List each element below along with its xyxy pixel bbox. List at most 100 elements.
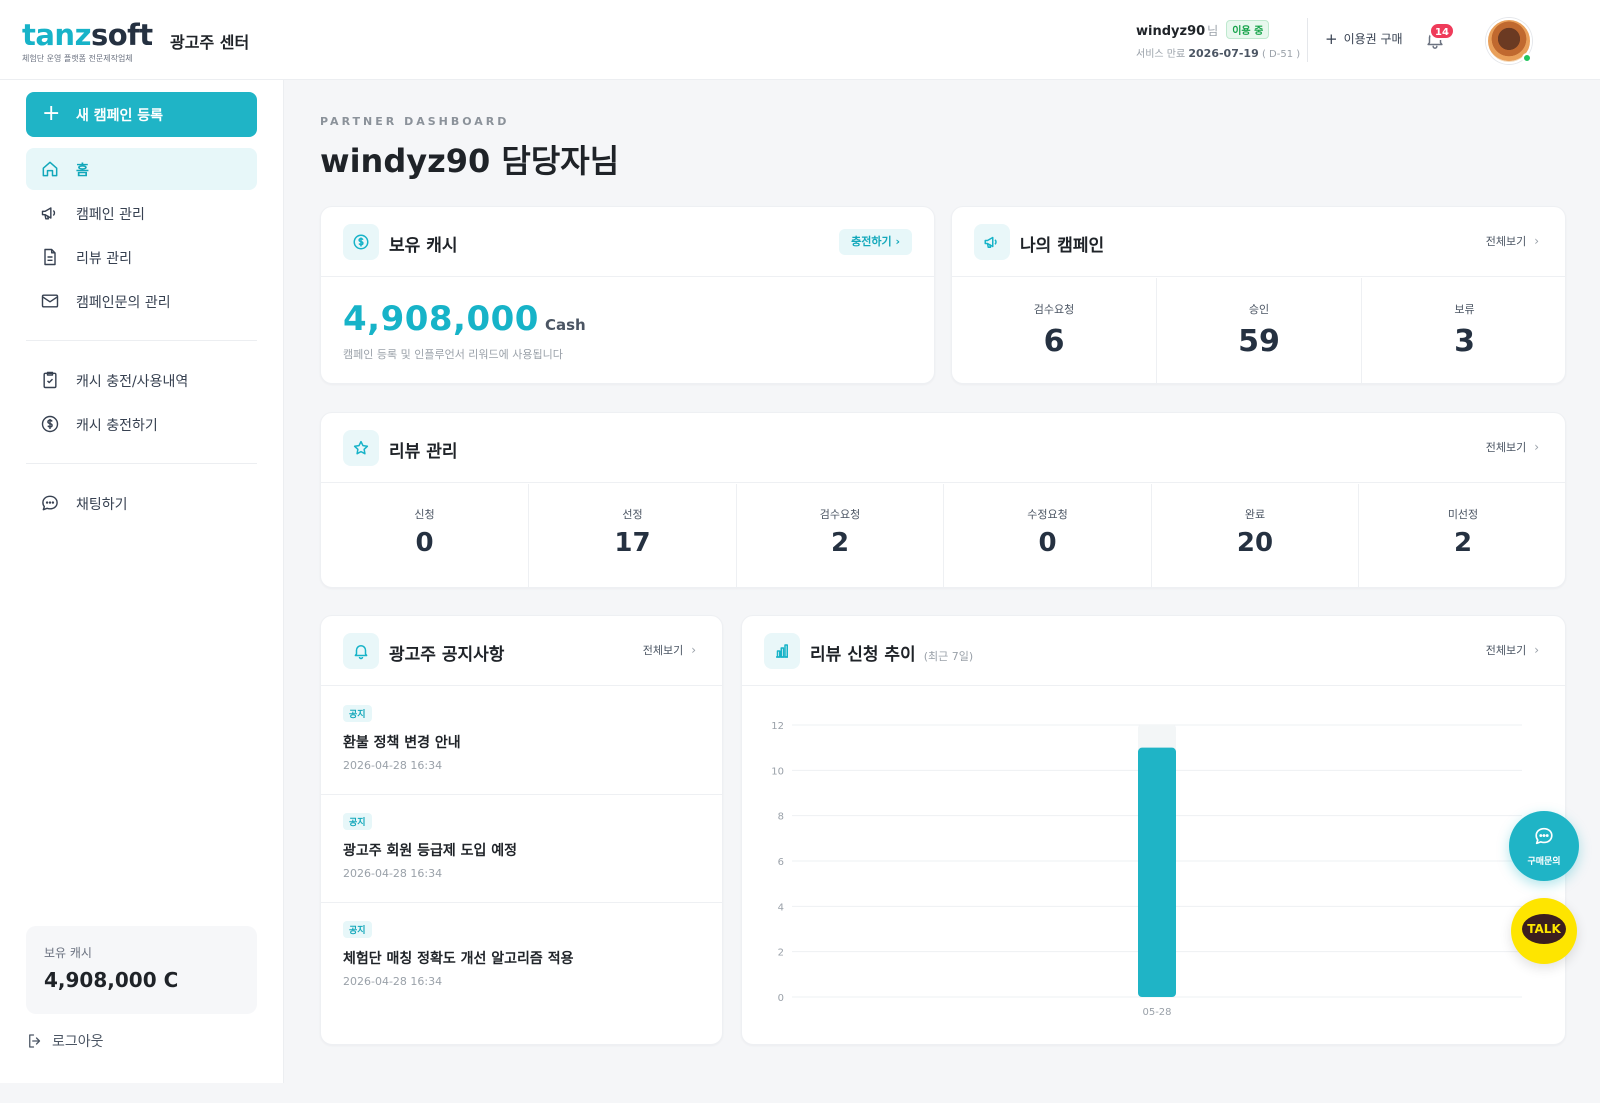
x-tick-label: 05-28	[1142, 1007, 1171, 1018]
sidebar-divider	[26, 463, 257, 464]
review-trend-card: 리뷰 신청 추이 (최근 7일) 전체보기 › 0 2 4 6 8 10 12 05-28	[741, 615, 1566, 1045]
notice-title: 체험단 매칭 정확도 개선 알고리즘 적용	[343, 951, 574, 967]
notice-date: 2026-04-28 16:34	[343, 867, 443, 880]
review-stat[interactable]: 미선정 2	[1447, 508, 1479, 558]
sidebar-item-cash-charge[interactable]: 캐시 충전하기	[26, 403, 257, 445]
notice-item[interactable]: 공지 광고주 회원 등급제 도입 예정 2026-04-28 16:34	[321, 795, 722, 903]
center-title: 광고주 센터	[170, 33, 250, 52]
online-status-dot	[1522, 53, 1532, 63]
notice-card-header: 광고주 공지사항 전체보기 ›	[321, 616, 722, 686]
notice-tag: 공지	[343, 705, 372, 722]
notice-title: 환불 정책 변경 안내	[343, 735, 461, 751]
charge-button[interactable]: 충전하기 ›	[839, 229, 912, 255]
trend-card-title: 리뷰 신청 추이 (최근 7일)	[810, 645, 974, 665]
y-tick-label: 6	[778, 857, 784, 868]
card-icon	[343, 224, 379, 260]
megaphone-icon	[41, 207, 56, 220]
campaign-view-all-link[interactable]: 전체보기 ›	[1485, 234, 1539, 248]
notice-title: 광고주 회원 등급제 도입 예정	[343, 843, 518, 859]
home-icon	[42, 161, 58, 177]
chevron-right-icon: ›	[1534, 234, 1539, 248]
megaphone-icon	[984, 236, 997, 248]
dollar-icon	[353, 234, 369, 250]
chat-icon	[42, 495, 58, 511]
notice-date: 2026-04-28 16:34	[343, 975, 443, 988]
document-icon	[44, 248, 56, 266]
expire-info: 서비스 만료 2026-07-19 ( D-51 )	[1136, 45, 1300, 60]
chat-icon	[1535, 827, 1553, 845]
chevron-right-icon: ›	[1534, 440, 1539, 454]
campaign-stat[interactable]: 검수요청 6	[952, 278, 1157, 383]
y-tick-label: 4	[778, 902, 784, 913]
sidebar-item-chat[interactable]: 채팅하기	[26, 482, 257, 524]
cash-description: 캠페인 등록 및 인플루언서 리워드에 사용됩니다	[343, 348, 563, 361]
notification-count-badge: 14	[1429, 22, 1455, 40]
kakao-talk-button[interactable]: TALK	[1511, 898, 1577, 964]
username-suffix: 님	[1207, 24, 1219, 38]
cash-card-header: 보유 캐시 충전하기 ›	[321, 207, 934, 277]
card-icon	[764, 633, 800, 669]
user-info: windyz90 님 이용 중	[1136, 20, 1270, 39]
campaign-stat[interactable]: 승인 59	[1157, 278, 1362, 383]
trend-view-all-link[interactable]: 전체보기 ›	[1485, 643, 1539, 657]
y-tick-label: 12	[771, 721, 784, 732]
review-card: 리뷰 관리 전체보기 › 신청 0 선정 17 검수요청 2 수정요청 0 완료 …	[320, 412, 1566, 588]
expire-dday: ( D-51 )	[1261, 49, 1301, 60]
campaign-stat[interactable]: 보류 3	[1454, 303, 1475, 359]
review-stat[interactable]: 신청 0	[321, 484, 529, 587]
sidebar-cash-label: 보유 캐시	[44, 946, 92, 960]
sidebar-cash-box: 보유 캐시 4,908,000 C	[26, 926, 257, 1014]
notice-card-title: 광고주 공지사항	[389, 645, 505, 665]
cash-amount: 4,908,000 Cash	[343, 299, 586, 339]
chevron-right-icon: ›	[1534, 643, 1539, 657]
notice-tag: 공지	[343, 813, 372, 830]
review-stat[interactable]: 수정요청 0	[944, 484, 1152, 587]
bell-icon	[354, 645, 368, 660]
notice-item[interactable]: 공지 환불 정책 변경 안내 2026-04-28 16:34	[321, 687, 722, 795]
sidebar-item-inquiries[interactable]: 캠페인문의 관리	[26, 280, 257, 322]
review-stat[interactable]: 선정 17	[529, 484, 737, 587]
review-trend-chart: 0 2 4 6 8 10 12 05-28	[771, 721, 1522, 1018]
status-badge: 이용 중	[1226, 20, 1270, 39]
review-card-header: 리뷰 관리 전체보기 ›	[321, 413, 1565, 483]
notice-date: 2026-04-28 16:34	[343, 759, 443, 772]
username: windyz90	[1136, 24, 1206, 39]
notice-tag: 공지	[343, 921, 372, 938]
sidebar-item-home[interactable]: 홈	[26, 148, 257, 190]
expire-label: 서비스 만료	[1136, 49, 1186, 60]
cash-card: 보유 캐시 충전하기 › 4,908,000 Cash 캠페인 등록 및 인플루언…	[320, 206, 935, 384]
bar	[1138, 747, 1176, 997]
buy-pass-button[interactable]: + 이용권 구매	[1325, 30, 1403, 48]
y-tick-label: 2	[778, 948, 784, 959]
chevron-right-icon: ›	[895, 235, 900, 248]
review-view-all-link[interactable]: 전체보기 ›	[1485, 440, 1539, 454]
sidebar-item-cash-history[interactable]: 캐시 충전/사용내역	[26, 359, 257, 401]
review-card-title: 리뷰 관리	[389, 442, 458, 462]
sidebar: + 새 캠페인 등록 홈 캠페인 관리 리뷰 관리 캠페인문의 관리 캐시 충전/…	[0, 80, 284, 1083]
campaign-card: 나의 캠페인 전체보기 › 검수요청 6 승인 59 보류 3	[951, 206, 1566, 384]
y-tick-label: 0	[778, 993, 784, 1004]
page-eyebrow: PARTNER DASHBOARD	[320, 115, 510, 128]
logo[interactable]: tanzsoft	[22, 18, 153, 52]
review-stat[interactable]: 완료 20	[1152, 484, 1359, 587]
expire-date: 2026-07-19	[1188, 47, 1259, 60]
notice-view-all-link[interactable]: 전체보기 ›	[642, 643, 696, 657]
top-header: tanzsoft 체험단 운영 플랫폼 전문제작업체 광고주 센터 windyz…	[0, 0, 1600, 80]
campaign-card-header: 나의 캠페인 전체보기 ›	[952, 207, 1565, 277]
notice-item[interactable]: 공지 체험단 매칭 정확도 개선 알고리즘 적용 2026-04-28 16:3…	[321, 903, 722, 1011]
logout-icon	[29, 1034, 41, 1048]
purchase-inquiry-button[interactable]: 구매문의	[1509, 811, 1579, 881]
review-stat[interactable]: 검수요청 2	[737, 484, 944, 587]
trend-card-subtitle: (최근 7일)	[923, 650, 974, 663]
avatar[interactable]	[1486, 18, 1532, 64]
trend-card-header: 리뷰 신청 추이 (최근 7일) 전체보기 ›	[742, 616, 1565, 686]
y-tick-label: 10	[771, 766, 784, 777]
card-icon	[974, 224, 1010, 260]
header-divider	[1307, 18, 1308, 62]
logo-tagline: 체험단 운영 플랫폼 전문제작업체	[22, 54, 133, 63]
sidebar-item-reviews[interactable]: 리뷰 관리	[26, 236, 257, 278]
campaign-card-title: 나의 캠페인	[1020, 236, 1105, 256]
new-campaign-button[interactable]: + 새 캠페인 등록	[26, 92, 257, 137]
sidebar-item-campaigns[interactable]: 캠페인 관리	[26, 192, 257, 234]
plus-icon: +	[42, 101, 61, 126]
